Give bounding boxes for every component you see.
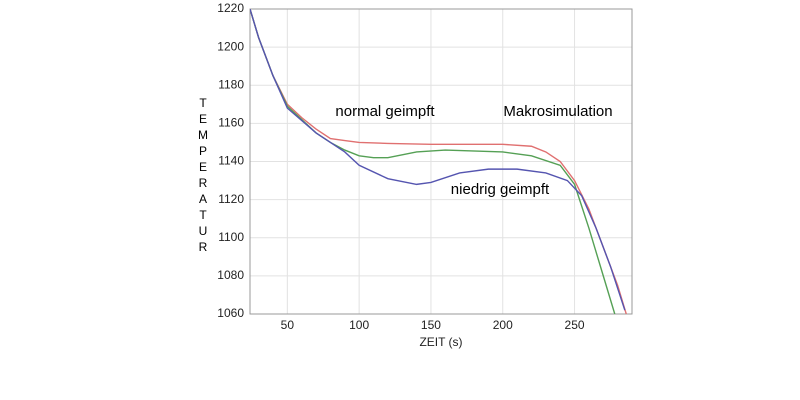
y-tick-label: 1180 <box>218 77 244 91</box>
x-tick-label: 200 <box>493 318 513 332</box>
x-tick-label: 150 <box>421 318 441 332</box>
x-tick-label: 250 <box>565 318 585 332</box>
series-label: Makrosimulation <box>503 103 612 120</box>
series-label: normal geimpft <box>335 103 435 120</box>
x-tick-label: 50 <box>281 318 295 332</box>
plot-frame <box>249 8 633 315</box>
line-series <box>250 9 616 314</box>
line-series <box>250 9 626 311</box>
y-tick-label: 1200 <box>217 39 244 53</box>
y-tick-label: 1100 <box>218 230 244 244</box>
y-tick-label: 1080 <box>217 268 244 282</box>
y-tick-label: 1160 <box>218 116 244 130</box>
y-axis-label: TEMPERATUR <box>196 96 210 256</box>
y-tick-label: 1120 <box>218 192 244 206</box>
x-tick-label: 100 <box>349 318 369 332</box>
series-label: niedrig geimpft <box>451 181 550 198</box>
line-series <box>250 9 627 314</box>
y-tick-label: 1060 <box>217 306 244 320</box>
x-axis-label: ZEIT (s) <box>419 335 462 349</box>
y-tick-label: 1140 <box>218 154 244 168</box>
y-tick-label: 1220 <box>217 1 244 15</box>
